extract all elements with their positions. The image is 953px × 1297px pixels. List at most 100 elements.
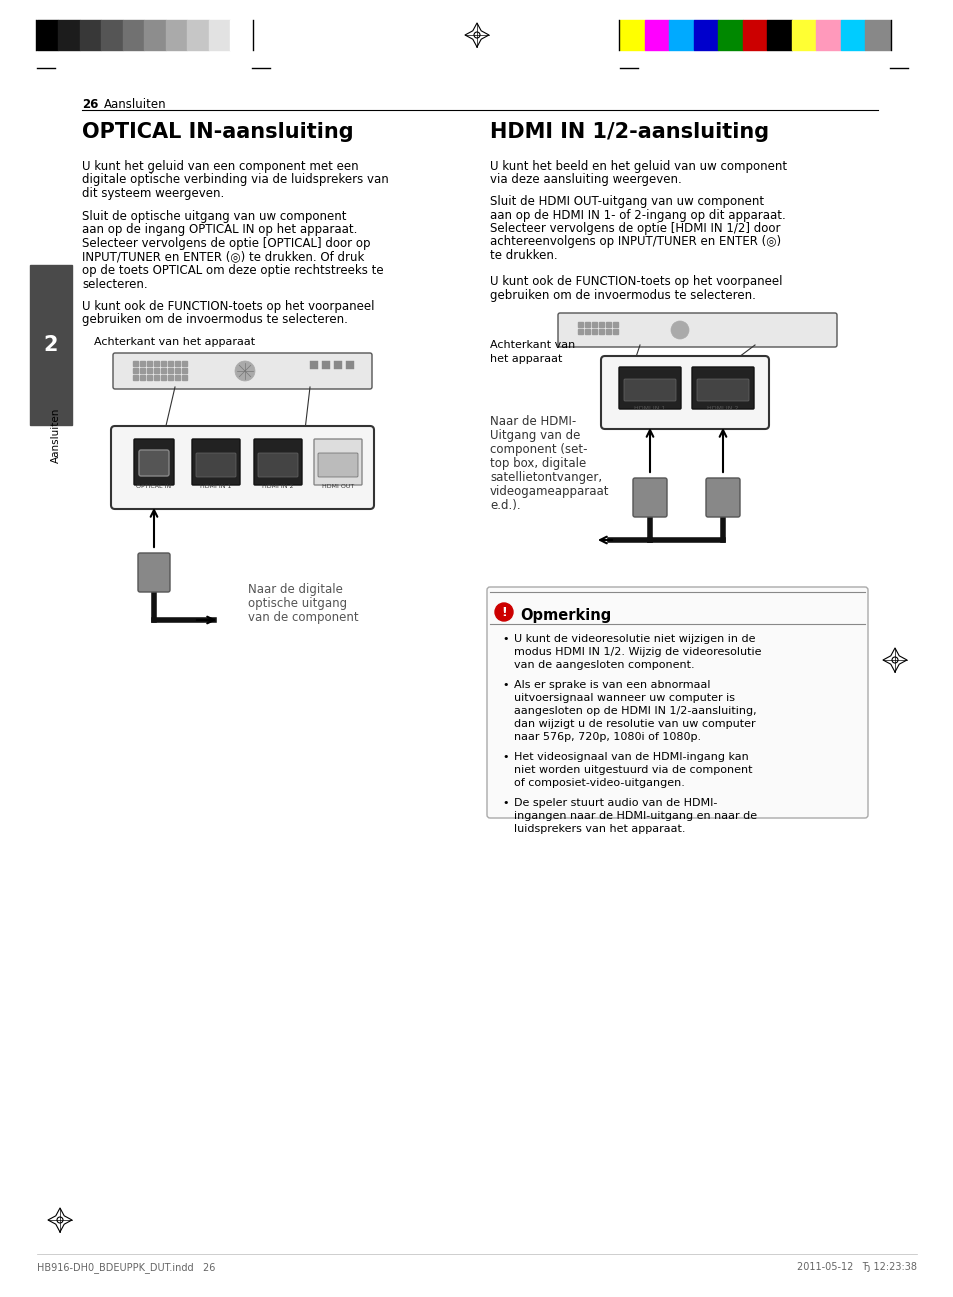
- Text: Naar de HDMI-: Naar de HDMI-: [490, 415, 576, 428]
- Text: digitale optische verbinding via de luidsprekers van: digitale optische verbinding via de luid…: [82, 174, 388, 187]
- Bar: [37, 19, 58, 51]
- Text: Aansluiten: Aansluiten: [104, 99, 167, 112]
- FancyBboxPatch shape: [633, 479, 666, 518]
- Text: niet worden uitgestuurd via de component: niet worden uitgestuurd via de component: [514, 765, 752, 776]
- Bar: [58, 19, 80, 51]
- Bar: [147, 368, 152, 374]
- Text: luidsprekers van het apparaat.: luidsprekers van het apparaat.: [514, 824, 685, 834]
- Text: gebruiken om de invoermodus te selecteren.: gebruiken om de invoermodus te selectere…: [490, 288, 755, 301]
- Text: HDMI IN 2: HDMI IN 2: [706, 406, 738, 411]
- Bar: [613, 329, 618, 335]
- Bar: [182, 368, 187, 374]
- Bar: [174, 361, 180, 366]
- Bar: [310, 361, 317, 370]
- Text: Naar de digitale: Naar de digitale: [248, 582, 342, 597]
- Bar: [132, 361, 138, 366]
- FancyBboxPatch shape: [618, 367, 680, 409]
- Bar: [231, 19, 252, 51]
- Bar: [693, 19, 718, 51]
- Bar: [161, 368, 166, 374]
- Text: van de aangesloten component.: van de aangesloten component.: [514, 660, 694, 671]
- Bar: [605, 329, 610, 335]
- Bar: [123, 19, 144, 51]
- Text: HDMI OUT: HDMI OUT: [321, 484, 354, 489]
- Bar: [766, 19, 791, 51]
- Text: videogameapparaat: videogameapparaat: [490, 485, 609, 498]
- Text: uitvoersignaal wanneer uw computer is: uitvoersignaal wanneer uw computer is: [514, 693, 734, 703]
- Bar: [578, 322, 582, 327]
- Bar: [147, 361, 152, 366]
- Bar: [182, 361, 187, 366]
- Text: HDMI IN 1: HDMI IN 1: [200, 484, 232, 489]
- FancyBboxPatch shape: [691, 367, 753, 409]
- Bar: [182, 375, 187, 380]
- Bar: [605, 322, 610, 327]
- Bar: [153, 361, 159, 366]
- FancyBboxPatch shape: [112, 353, 372, 389]
- FancyBboxPatch shape: [192, 438, 240, 485]
- Bar: [334, 361, 341, 370]
- FancyBboxPatch shape: [195, 453, 235, 477]
- FancyBboxPatch shape: [705, 479, 740, 518]
- Bar: [132, 368, 138, 374]
- Bar: [168, 368, 172, 374]
- Bar: [168, 375, 172, 380]
- Text: Sluit de optische uitgang van uw component: Sluit de optische uitgang van uw compone…: [82, 210, 346, 223]
- Text: HB916-DH0_BDEUPPK_DUT.indd   26: HB916-DH0_BDEUPPK_DUT.indd 26: [37, 1262, 215, 1272]
- FancyBboxPatch shape: [317, 453, 357, 477]
- Bar: [132, 375, 138, 380]
- FancyBboxPatch shape: [697, 379, 748, 401]
- Bar: [668, 19, 693, 51]
- Bar: [584, 329, 589, 335]
- Text: U kunt de videoresolutie niet wijzigen in de: U kunt de videoresolutie niet wijzigen i…: [514, 634, 755, 645]
- Bar: [161, 361, 166, 366]
- FancyBboxPatch shape: [314, 438, 361, 485]
- Bar: [80, 19, 101, 51]
- Circle shape: [495, 603, 513, 621]
- Text: e.d.).: e.d.).: [490, 499, 520, 512]
- Text: Selecteer vervolgens de optie [HDMI IN 1/2] door: Selecteer vervolgens de optie [HDMI IN 1…: [490, 222, 780, 235]
- FancyBboxPatch shape: [600, 355, 768, 429]
- Bar: [30, 265, 71, 425]
- Text: Als er sprake is van een abnormaal: Als er sprake is van een abnormaal: [514, 680, 710, 690]
- Text: aan op de HDMI IN 1- of 2-ingang op dit apparaat.: aan op de HDMI IN 1- of 2-ingang op dit …: [490, 209, 785, 222]
- Text: Het videosignaal van de HDMI-ingang kan: Het videosignaal van de HDMI-ingang kan: [514, 752, 748, 763]
- Text: HDMI IN 1: HDMI IN 1: [634, 406, 665, 411]
- Text: U kunt het beeld en het geluid van uw component: U kunt het beeld en het geluid van uw co…: [490, 160, 786, 173]
- Text: achtereenvolgens op INPUT/TUNER en ENTER (◎): achtereenvolgens op INPUT/TUNER en ENTER…: [490, 236, 781, 249]
- Text: via deze aansluiting weergeven.: via deze aansluiting weergeven.: [490, 174, 681, 187]
- Bar: [598, 329, 603, 335]
- Text: aangesloten op de HDMI IN 1/2-aansluiting,: aangesloten op de HDMI IN 1/2-aansluitin…: [514, 706, 756, 716]
- Circle shape: [234, 361, 254, 381]
- Text: ingangen naar de HDMI-uitgang en naar de: ingangen naar de HDMI-uitgang en naar de: [514, 811, 757, 821]
- Bar: [144, 19, 166, 51]
- Bar: [613, 322, 618, 327]
- Text: 2011-05-12   Ђ 12:23:38: 2011-05-12 Ђ 12:23:38: [796, 1262, 916, 1272]
- Text: selecteren.: selecteren.: [82, 278, 148, 291]
- Bar: [864, 19, 889, 51]
- Bar: [188, 19, 209, 51]
- Text: optische uitgang: optische uitgang: [248, 597, 347, 610]
- FancyBboxPatch shape: [111, 425, 374, 508]
- Bar: [619, 19, 644, 51]
- Bar: [147, 375, 152, 380]
- Bar: [584, 322, 589, 327]
- Text: U kunt ook de FUNCTION-toets op het voorpaneel: U kunt ook de FUNCTION-toets op het voor…: [82, 300, 375, 313]
- Text: naar 576p, 720p, 1080i of 1080p.: naar 576p, 720p, 1080i of 1080p.: [514, 732, 700, 742]
- Bar: [174, 368, 180, 374]
- FancyBboxPatch shape: [257, 453, 297, 477]
- Text: !: !: [500, 606, 506, 619]
- Bar: [644, 19, 668, 51]
- Bar: [153, 368, 159, 374]
- FancyBboxPatch shape: [139, 450, 169, 476]
- Text: U kunt ook de FUNCTION-toets op het voorpaneel: U kunt ook de FUNCTION-toets op het voor…: [490, 275, 781, 288]
- Text: Achterkant van: Achterkant van: [490, 340, 575, 350]
- Bar: [166, 19, 188, 51]
- Bar: [592, 322, 597, 327]
- Bar: [718, 19, 742, 51]
- FancyBboxPatch shape: [133, 438, 173, 485]
- Bar: [592, 329, 597, 335]
- Text: De speler stuurt audio van de HDMI-: De speler stuurt audio van de HDMI-: [514, 798, 717, 808]
- Text: OPTICAL IN: OPTICAL IN: [136, 484, 172, 489]
- Text: gebruiken om de invoermodus te selecteren.: gebruiken om de invoermodus te selectere…: [82, 314, 348, 327]
